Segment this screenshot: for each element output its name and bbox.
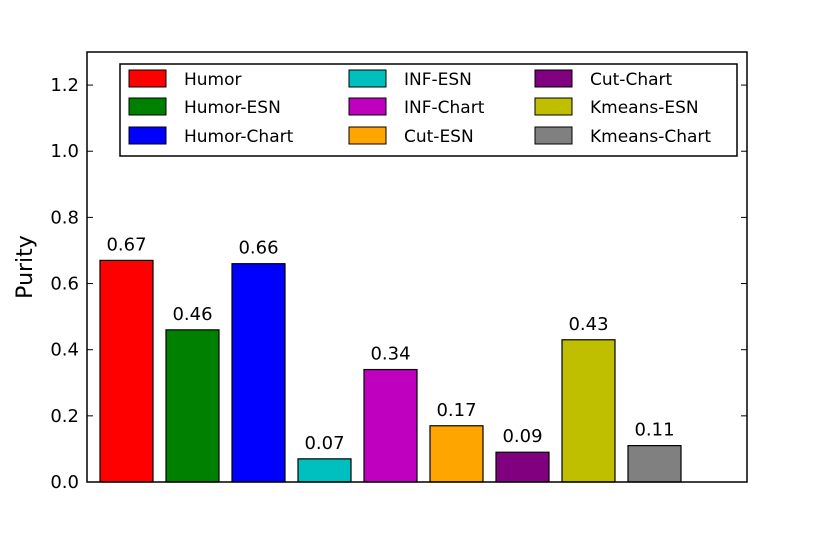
bar-inf-chart	[363, 368, 418, 483]
legend-swatch	[128, 69, 167, 88]
bar-value-label: 0.46	[172, 304, 212, 325]
bar-kmeans-chart	[627, 445, 682, 483]
plot-frame	[86, 51, 748, 483]
legend: Humor Humor-ESN Humor-Chart INF-ESN INF-Char…	[119, 63, 738, 157]
bar-value-label: 0.07	[304, 433, 344, 454]
bar-humor-esn	[165, 329, 220, 483]
legend-label: Kmeans-Chart	[590, 127, 711, 147]
y-tick-label: 0.6	[50, 274, 79, 295]
y-tick-label: 0.4	[50, 340, 79, 361]
legend-swatch	[348, 69, 387, 88]
y-tick-label: 1.2	[50, 75, 79, 96]
legend-swatch	[534, 126, 573, 145]
legend-swatch	[128, 97, 167, 116]
bar-cut-esn	[429, 425, 484, 483]
bar-value-label: 0.17	[436, 400, 476, 421]
legend-label: Cut-ESN	[404, 127, 474, 147]
y-axis-ticks: 0.0 0.2 0.4 0.6 0.8 1.0 1.2	[50, 75, 747, 493]
bar-value-label: 0.11	[634, 420, 674, 441]
legend-swatch	[534, 69, 573, 88]
bar-value-label: 0.67	[106, 234, 146, 255]
bar-humor	[99, 259, 154, 483]
legend-label: INF-ESN	[404, 70, 472, 90]
y-axis-label: Purity	[13, 235, 38, 299]
y-tick-label: 0.0	[50, 472, 79, 493]
legend-label: Humor-ESN	[184, 98, 281, 118]
bar-inf-esn	[297, 458, 352, 483]
y-tick-label: 0.8	[50, 207, 79, 228]
bar-value-label: 0.09	[502, 426, 542, 447]
bar-value-label: 0.66	[238, 238, 278, 259]
legend-label: Humor	[184, 70, 242, 90]
legend-label: Cut-Chart	[590, 70, 672, 90]
bar-cut-chart	[495, 451, 550, 483]
bar-kmeans-esn	[561, 339, 616, 483]
legend-label: INF-Chart	[404, 98, 485, 118]
legend-swatch	[348, 126, 387, 145]
bar-value-label: 0.43	[568, 314, 608, 335]
legend-swatch	[534, 97, 573, 116]
legend-swatch	[128, 126, 167, 145]
y-tick-label: 1.0	[50, 141, 79, 162]
bar-humor-chart	[231, 263, 286, 483]
bar-value-label: 0.34	[370, 344, 410, 365]
legend-swatch	[348, 97, 387, 116]
legend-box	[119, 63, 738, 157]
legend-label: Kmeans-ESN	[590, 98, 699, 118]
y-tick-label: 0.2	[50, 406, 79, 427]
legend-label: Humor-Chart	[184, 127, 294, 147]
bars-layer: 0.67 0.46 0.66 0.07 0.34 0.17 0.09 0.43 0.11	[99, 234, 682, 483]
